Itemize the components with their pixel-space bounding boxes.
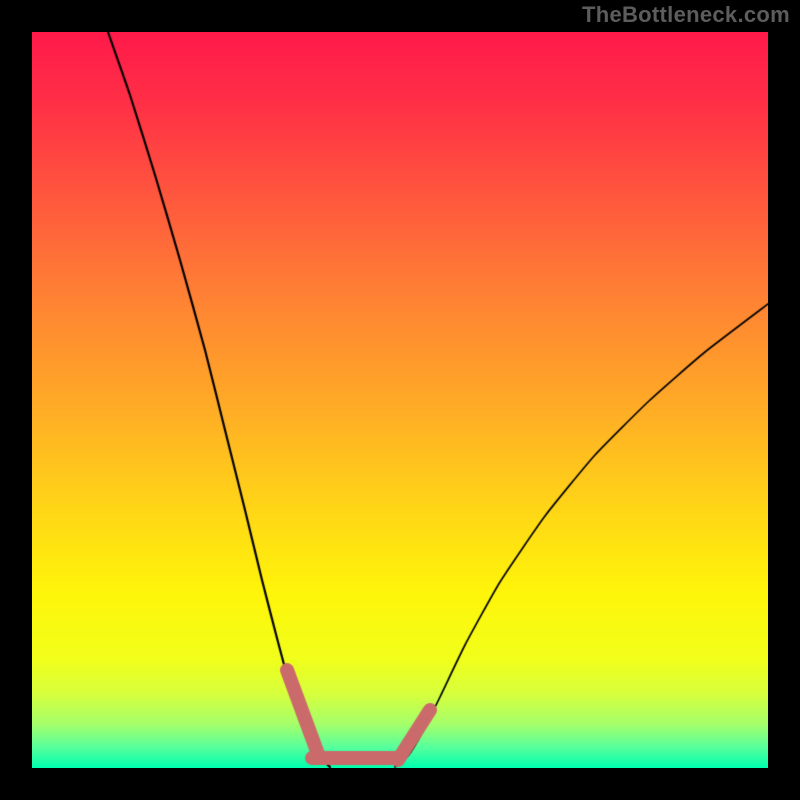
watermark-text: TheBottleneck.com — [582, 2, 790, 28]
gradient-plot-area — [32, 32, 768, 768]
bottleneck-curves — [32, 32, 768, 768]
